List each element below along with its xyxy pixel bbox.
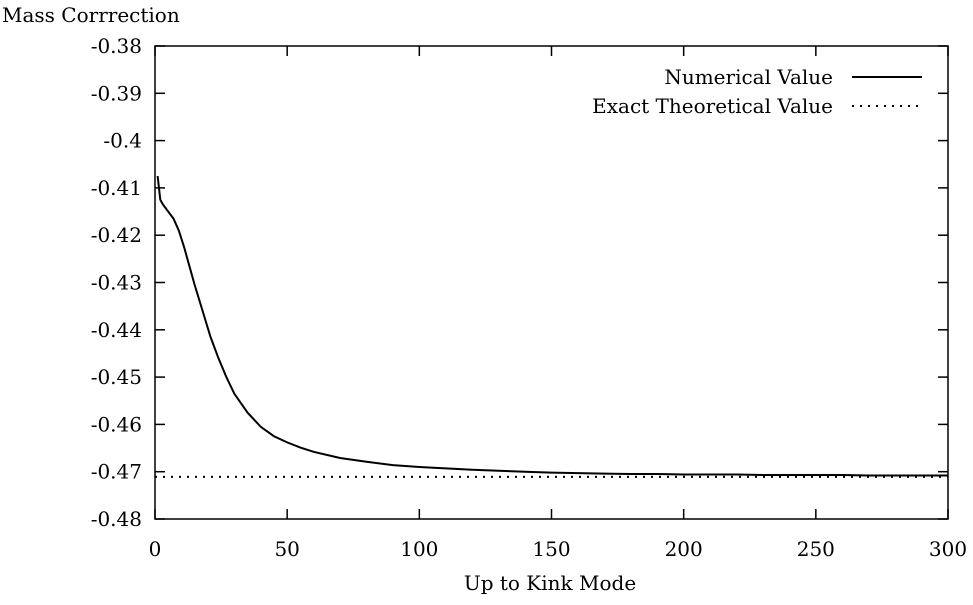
y-tick-label: -0.4 [103,129,142,153]
y-tick-label: -0.46 [91,412,142,436]
y-tick-label: -0.47 [91,460,142,484]
x-tick-label: 200 [665,537,703,561]
axis-ticks: 0 50 100 150 200 250 300 -0.38 -0.39 -0.4 -0.41 -0.… [91,34,967,561]
y-tick-label: -0.45 [91,365,142,389]
numerical-value-line [156,175,948,477]
x-tick-label: 250 [797,537,835,561]
legend-label: Exact Theoretical Value [592,94,833,118]
y-axis-label: Mass Corrrection [2,3,180,27]
plot-area [155,175,948,478]
y-tick-label: -0.39 [91,81,142,105]
y-tick-label: -0.48 [91,507,142,531]
x-axis-label: Up to Kink Mode [464,571,636,595]
legend: Numerical Value Exact Theoretical Value [592,65,922,118]
x-tick-label: 300 [929,537,967,561]
y-tick-label: -0.42 [91,223,142,247]
y-tick-label: -0.44 [91,318,142,342]
x-tick-label: 0 [149,537,162,561]
y-tick-label: -0.43 [91,271,142,295]
x-tick-label: 150 [532,537,570,561]
legend-label: Numerical Value [664,65,833,89]
x-tick-label: 50 [274,537,299,561]
y-tick-label: -0.38 [91,34,142,58]
x-tick-label: 100 [400,537,438,561]
y-tick-label: -0.41 [91,176,142,200]
